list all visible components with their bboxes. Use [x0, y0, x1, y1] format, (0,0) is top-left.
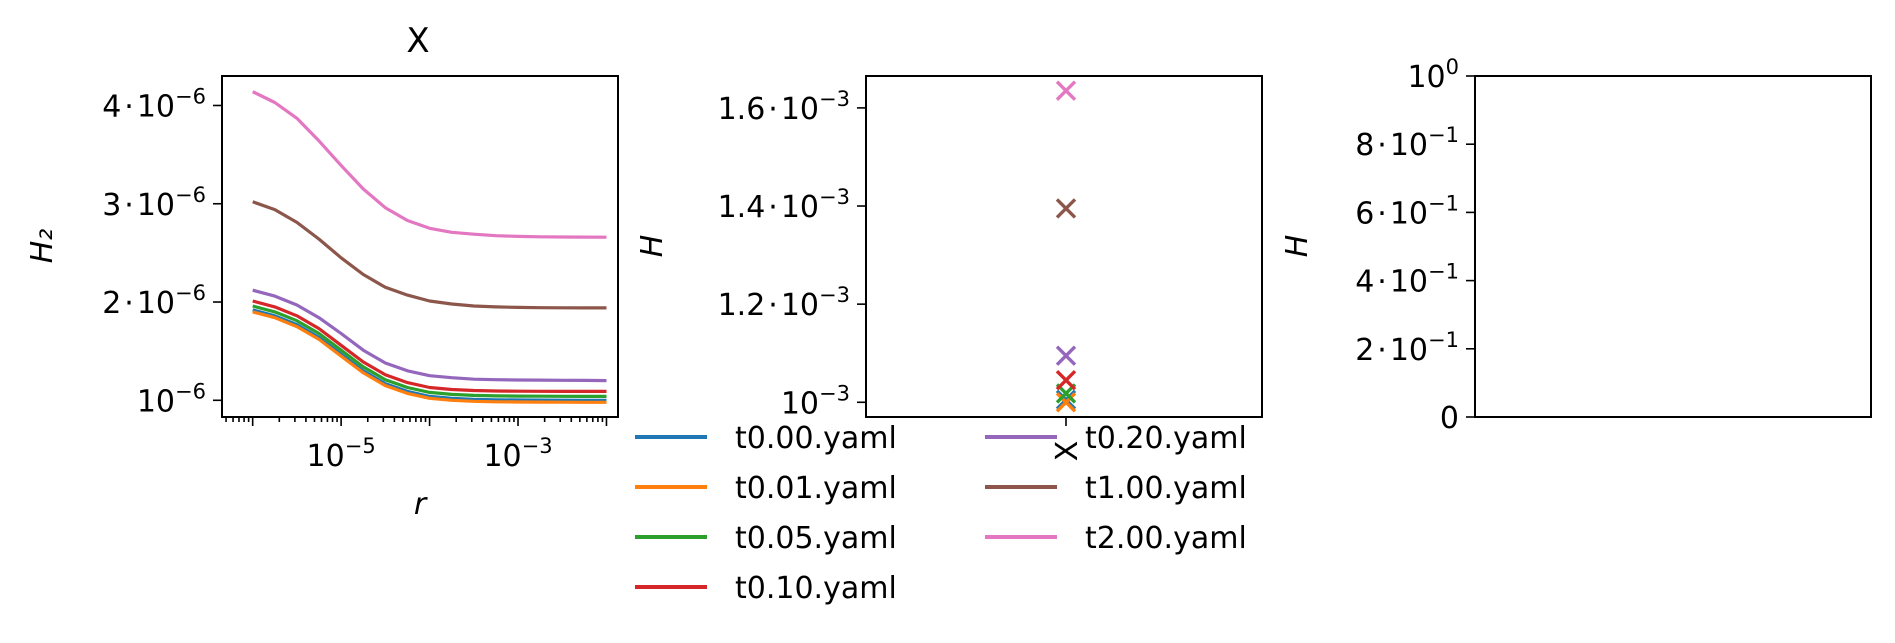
legend: t0.00.yaml t0.01.yaml t0.05.yaml t0.10.yaml… — [635, 421, 1247, 606]
legend-label: t0.00.yaml — [735, 421, 897, 456]
panel1-axes-frame — [221, 75, 619, 418]
series-line-t0-10-yaml — [252, 299, 607, 393]
panel1-title: X — [406, 21, 429, 61]
legend-label: t2.00.yaml — [1085, 521, 1247, 556]
marker-t0-20-yaml — [1055, 345, 1077, 366]
y-tick-label: 8 · 10−1 — [1355, 123, 1459, 163]
legend-label: t0.10.yaml — [735, 571, 897, 606]
y-tick-label: 2 · 10−1 — [1355, 328, 1459, 368]
panel-line-chart: X 4 · 10−6 3 · 10−6 2 · 10−6 10−6 10−5 10−3 r H₂ — [25, 21, 619, 522]
marker-t0-00-yaml — [1055, 389, 1077, 411]
panel-scatter-chart: 1.6 · 10−3 1.4 · 10−3 1.2 · 10−3 10−3 X H — [635, 75, 1263, 462]
series-line-t0-20-yaml — [252, 288, 607, 383]
series-line-t0-01-yaml — [252, 310, 607, 404]
y-tick-label: 10−3 — [781, 381, 850, 421]
y-tick-label: 1.2 · 10−3 — [718, 283, 850, 323]
y-tick-label: 4 · 10−1 — [1355, 260, 1459, 300]
x-tick-label: 10−5 — [307, 434, 376, 474]
x-tick-label: X — [1050, 441, 1085, 462]
y-tick-label: 100 — [1407, 55, 1459, 95]
series-line-t1-00-yaml — [252, 200, 607, 310]
y-tick-label: 6 · 10−1 — [1355, 191, 1459, 231]
legend-item: t0.01.yaml — [635, 471, 897, 506]
y-tick-label: 0 — [1440, 401, 1459, 436]
series-line-t2-00-yaml — [251, 90, 607, 239]
legend-item: t2.00.yaml — [985, 521, 1247, 556]
panel3-axes-frame — [1474, 75, 1872, 418]
y-tick-label: 4 · 10−6 — [102, 84, 206, 124]
legend-item: t0.10.yaml — [635, 571, 897, 606]
panel-empty-chart: 100 8 · 10−1 6 · 10−1 4 · 10−1 2 · 10−1 0 H — [1280, 55, 1872, 436]
panel2-ylabel: H — [635, 235, 670, 258]
legend-label: t0.05.yaml — [735, 521, 897, 556]
y-tick-label: 2 · 10−6 — [102, 281, 206, 321]
y-tick-label: 1.4 · 10−3 — [718, 185, 850, 225]
panel2-axes-frame — [865, 75, 1263, 418]
y-tick-label: 3 · 10−6 — [102, 183, 206, 223]
series-line-t0-05-yaml — [252, 304, 607, 398]
y-tick-label: 10−6 — [137, 379, 206, 419]
legend-label: t1.00.yaml — [1085, 471, 1247, 506]
legend-label: t0.20.yaml — [1085, 421, 1247, 456]
y-tick-label: 1.6 · 10−3 — [718, 87, 850, 127]
marker-t2-00-yaml — [1055, 80, 1077, 101]
legend-item: t0.20.yaml — [985, 421, 1247, 456]
legend-item: t1.00.yaml — [985, 471, 1247, 506]
series-line-t0-00-yaml — [252, 308, 607, 402]
panel3-ylabel: H — [1280, 235, 1315, 258]
legend-label: t0.01.yaml — [735, 471, 897, 506]
legend-item: t0.00.yaml — [635, 421, 897, 456]
marker-t1-00-yaml — [1055, 198, 1077, 219]
panel1-xlabel: r — [414, 487, 428, 522]
panel1-ylabel: H₂ — [25, 229, 60, 264]
legend-item: t0.05.yaml — [635, 521, 897, 556]
marker-t0-01-yaml — [1055, 392, 1077, 413]
marker-t0-10-yaml — [1055, 369, 1077, 391]
x-tick-label: 10−3 — [483, 434, 552, 474]
